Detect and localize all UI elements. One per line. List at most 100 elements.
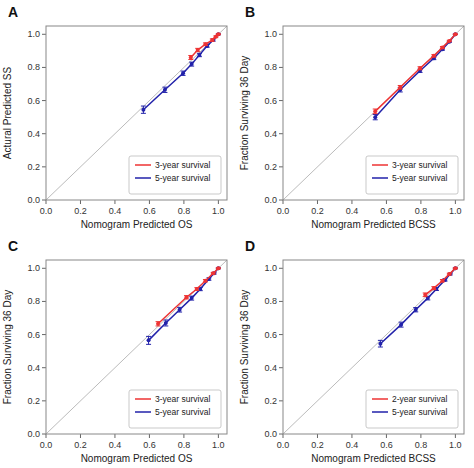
x-tick	[46, 434, 47, 438]
point	[203, 279, 207, 283]
point	[373, 109, 377, 113]
x-tick	[317, 434, 318, 438]
y-tick-label: 0.8	[264, 62, 277, 72]
error-bar	[203, 280, 208, 282]
series-line	[158, 268, 218, 324]
data-layer	[46, 26, 227, 200]
error-bar	[210, 39, 215, 41]
error-bar	[413, 308, 418, 312]
point	[440, 279, 444, 283]
y-tick-label: 0.0	[27, 429, 40, 439]
y-axis-label: Fraction Surviving 36 Day	[2, 290, 13, 405]
error-bar-cap	[141, 106, 146, 107]
point	[210, 38, 214, 42]
x-axis-label: Nomogram Predicted BCSS	[311, 453, 436, 464]
y-tick	[42, 367, 46, 368]
x-tick-label: 0.6	[380, 206, 393, 216]
point	[418, 66, 422, 70]
series	[141, 32, 221, 113]
x-tick-label: 0.4	[346, 206, 359, 216]
error-bar	[203, 43, 208, 46]
x-tick	[283, 434, 284, 438]
point	[453, 266, 457, 270]
error-bar	[141, 106, 146, 113]
x-tick-label: 0.0	[40, 440, 53, 450]
series	[188, 32, 221, 59]
x-axis-label: Nomogram Predicted BCSS	[311, 219, 436, 230]
x-tick-label: 0.6	[143, 440, 156, 450]
y-tick	[42, 200, 46, 201]
error-bar-cap	[146, 336, 151, 337]
y-tick-label: 0.0	[264, 429, 277, 439]
y-tick	[279, 301, 283, 302]
y-tick	[42, 100, 46, 101]
error-bar	[398, 85, 403, 89]
series	[373, 32, 458, 120]
point	[216, 32, 220, 36]
error-bar	[373, 109, 378, 114]
error-bar	[431, 55, 436, 57]
y-tick	[42, 133, 46, 134]
x-tick-label: 1.0	[212, 206, 225, 216]
legend-label: 3-year survival	[392, 160, 447, 170]
data-layer	[283, 260, 464, 434]
error-bar	[188, 55, 193, 59]
panel: 0.00.20.40.60.81.00.00.20.40.60.81.0Nomo…	[2, 4, 227, 230]
y-tick-label: 0.6	[27, 330, 40, 340]
point	[195, 287, 199, 291]
error-bar	[163, 320, 168, 326]
x-tick	[420, 434, 421, 438]
x-tick-label: 1.0	[212, 440, 225, 450]
point	[163, 88, 167, 92]
reference-line	[283, 260, 464, 434]
y-tick	[279, 133, 283, 134]
x-tick-label: 0.2	[311, 206, 324, 216]
error-bar	[399, 322, 404, 327]
point	[432, 54, 436, 58]
series-line	[191, 34, 219, 57]
error-bar	[189, 296, 194, 300]
legend-label: 3-year survival	[155, 394, 210, 404]
error-bar-cap	[141, 113, 146, 114]
plot-area	[46, 260, 227, 434]
y-tick	[42, 334, 46, 335]
error-bar-cap	[373, 119, 378, 120]
y-tick	[279, 67, 283, 68]
data-layer	[46, 260, 227, 434]
y-tick-label: 0.8	[27, 296, 40, 306]
legend: 3-year survival 5-year survival	[129, 390, 221, 428]
point	[453, 32, 457, 36]
x-tick-label: 1.0	[449, 206, 462, 216]
plot-area	[46, 26, 227, 200]
point	[190, 62, 194, 66]
legend-label: 5-year survival	[155, 407, 210, 417]
error-bar	[197, 53, 202, 56]
panel: 0.00.20.40.60.81.00.00.20.40.60.81.0Nomo…	[239, 238, 464, 464]
point	[423, 293, 427, 297]
x-tick	[80, 200, 81, 204]
legend-swatch	[135, 398, 151, 400]
legend-label: 5-year survival	[155, 173, 210, 183]
y-tick	[42, 400, 46, 401]
series	[378, 266, 458, 347]
figure: 0.00.20.40.60.81.00.00.20.40.60.81.0Nomo…	[0, 0, 474, 468]
error-bar	[440, 280, 445, 282]
x-tick-label: 0.8	[415, 440, 428, 450]
y-tick	[279, 334, 283, 335]
y-tick	[279, 400, 283, 401]
x-tick-label: 0.2	[311, 440, 324, 450]
y-tick-label: 0.2	[27, 396, 40, 406]
x-tick-label: 0.2	[74, 440, 87, 450]
y-tick-label: 1.0	[264, 263, 277, 273]
error-bar	[184, 296, 189, 299]
legend-swatch	[135, 177, 151, 179]
y-tick	[279, 367, 283, 368]
legend-label: 5-year survival	[392, 173, 447, 183]
error-bar	[195, 48, 200, 51]
y-tick	[279, 100, 283, 101]
y-tick	[42, 166, 46, 167]
legend-label: 3-year survival	[155, 160, 210, 170]
x-tick-label: 0.6	[380, 440, 393, 450]
series	[423, 266, 458, 297]
error-bar	[423, 293, 428, 297]
